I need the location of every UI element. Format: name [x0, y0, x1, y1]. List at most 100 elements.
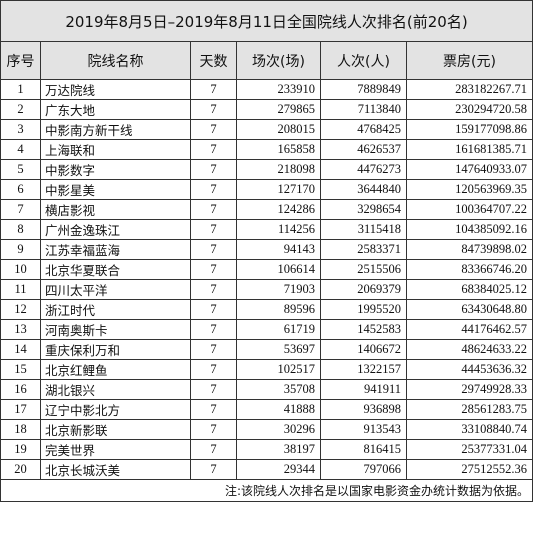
cell-box-office: 283182267.71 — [405, 79, 533, 100]
table-row: 4 上海联和 7 165858 4626537 161681385.71 — [0, 139, 533, 160]
cell-admissions: 941911 — [320, 379, 407, 400]
cell-admissions: 2583371 — [320, 239, 407, 260]
cell-shows: 218098 — [236, 159, 321, 180]
cell-admissions: 3298654 — [320, 199, 407, 220]
cell-admissions: 1322157 — [320, 359, 407, 380]
cell-admissions: 797066 — [320, 459, 407, 480]
cell-box-office: 63430648.80 — [405, 299, 533, 320]
cell-admissions: 816415 — [320, 439, 407, 460]
table-title: 2019年8月5日–2019年8月11日全国院线人次排名(前20名) — [0, 0, 533, 42]
table-row: 18 北京新影联 7 30296 913543 33108840.74 — [0, 419, 533, 440]
cell-box-office: 161681385.71 — [405, 139, 533, 160]
table-body: 1 万达院线 7 233910 7889849 283182267.71 2 广东大地 7 279… — [0, 79, 533, 480]
cell-admissions: 7889849 — [320, 79, 407, 100]
table-row: 16 湖北银兴 7 35708 941911 29749928.33 — [0, 379, 533, 400]
cell-shows: 61719 — [236, 319, 321, 340]
cell-name: 横店影视 — [40, 199, 191, 220]
cell-rank: 17 — [0, 399, 41, 420]
cell-box-office: 83366746.20 — [405, 259, 533, 280]
cell-box-office: 29749928.33 — [405, 379, 533, 400]
table-row: 12 浙江时代 7 89596 1995520 63430648.80 — [0, 299, 533, 320]
cell-shows: 208015 — [236, 119, 321, 140]
cell-name: 北京长城沃美 — [40, 459, 191, 480]
cell-name: 中影数字 — [40, 159, 191, 180]
cell-box-office: 230294720.58 — [405, 99, 533, 120]
cell-days: 7 — [190, 199, 237, 220]
cell-rank: 5 — [0, 159, 41, 180]
cell-shows: 233910 — [236, 79, 321, 100]
cell-admissions: 913543 — [320, 419, 407, 440]
header-name: 院线名称 — [40, 41, 191, 80]
cell-name: 上海联和 — [40, 139, 191, 160]
header-rank: 序号 — [0, 41, 41, 80]
header-row: 序号 院线名称 天数 场次(场) 人次(人) 票房(元) — [0, 41, 533, 80]
cell-admissions: 7113840 — [320, 99, 407, 120]
cell-days: 7 — [190, 299, 237, 320]
cell-box-office: 120563969.35 — [405, 179, 533, 200]
cell-shows: 114256 — [236, 219, 321, 240]
cell-rank: 4 — [0, 139, 41, 160]
table-row: 8 广州金逸珠江 7 114256 3115418 104385092.16 — [0, 219, 533, 240]
cell-days: 7 — [190, 139, 237, 160]
cell-shows: 35708 — [236, 379, 321, 400]
cell-days: 7 — [190, 459, 237, 480]
cell-rank: 13 — [0, 319, 41, 340]
cell-rank: 3 — [0, 119, 41, 140]
cell-days: 7 — [190, 79, 237, 100]
cell-days: 7 — [190, 359, 237, 380]
cell-name: 河南奥斯卡 — [40, 319, 191, 340]
cell-shows: 89596 — [236, 299, 321, 320]
table-row: 20 北京长城沃美 7 29344 797066 27512552.36 — [0, 459, 533, 480]
cell-rank: 1 — [0, 79, 41, 100]
cell-days: 7 — [190, 219, 237, 240]
cell-admissions: 2515506 — [320, 259, 407, 280]
table-row: 3 中影南方新干线 7 208015 4768425 159177098.86 — [0, 119, 533, 140]
cell-box-office: 28561283.75 — [405, 399, 533, 420]
cell-box-office: 100364707.22 — [405, 199, 533, 220]
cell-rank: 10 — [0, 259, 41, 280]
cell-name: 广东大地 — [40, 99, 191, 120]
cell-days: 7 — [190, 439, 237, 460]
cell-admissions: 936898 — [320, 399, 407, 420]
cell-box-office: 25377331.04 — [405, 439, 533, 460]
cell-box-office: 44176462.57 — [405, 319, 533, 340]
table-row: 13 河南奥斯卡 7 61719 1452583 44176462.57 — [0, 319, 533, 340]
table-row: 10 北京华夏联合 7 106614 2515506 83366746.20 — [0, 259, 533, 280]
cell-shows: 41888 — [236, 399, 321, 420]
cell-rank: 8 — [0, 219, 41, 240]
table-row: 19 完美世界 7 38197 816415 25377331.04 — [0, 439, 533, 460]
cell-admissions: 1452583 — [320, 319, 407, 340]
cell-rank: 2 — [0, 99, 41, 120]
cell-days: 7 — [190, 259, 237, 280]
cell-days: 7 — [190, 239, 237, 260]
cell-box-office: 84739898.02 — [405, 239, 533, 260]
cell-name: 广州金逸珠江 — [40, 219, 191, 240]
cell-days: 7 — [190, 419, 237, 440]
cell-name: 万达院线 — [40, 79, 191, 100]
cell-name: 辽宁中影北方 — [40, 399, 191, 420]
cell-shows: 29344 — [236, 459, 321, 480]
cell-shows: 71903 — [236, 279, 321, 300]
cell-days: 7 — [190, 379, 237, 400]
cell-shows: 53697 — [236, 339, 321, 360]
cell-box-office: 104385092.16 — [405, 219, 533, 240]
cell-rank: 7 — [0, 199, 41, 220]
header-box-office: 票房(元) — [405, 41, 533, 80]
table-note: 注:该院线人次排名是以国家电影资金办统计数据为依据。 — [0, 479, 533, 502]
cell-days: 7 — [190, 339, 237, 360]
cell-rank: 15 — [0, 359, 41, 380]
cell-rank: 9 — [0, 239, 41, 260]
cell-admissions: 4768425 — [320, 119, 407, 140]
cell-shows: 279865 — [236, 99, 321, 120]
cell-days: 7 — [190, 119, 237, 140]
cell-shows: 38197 — [236, 439, 321, 460]
cell-shows: 30296 — [236, 419, 321, 440]
cell-name: 中影星美 — [40, 179, 191, 200]
cell-box-office: 33108840.74 — [405, 419, 533, 440]
cell-name: 完美世界 — [40, 439, 191, 460]
cell-days: 7 — [190, 159, 237, 180]
cell-name: 中影南方新干线 — [40, 119, 191, 140]
cell-admissions: 1406672 — [320, 339, 407, 360]
cell-days: 7 — [190, 399, 237, 420]
header-days: 天数 — [190, 41, 237, 80]
